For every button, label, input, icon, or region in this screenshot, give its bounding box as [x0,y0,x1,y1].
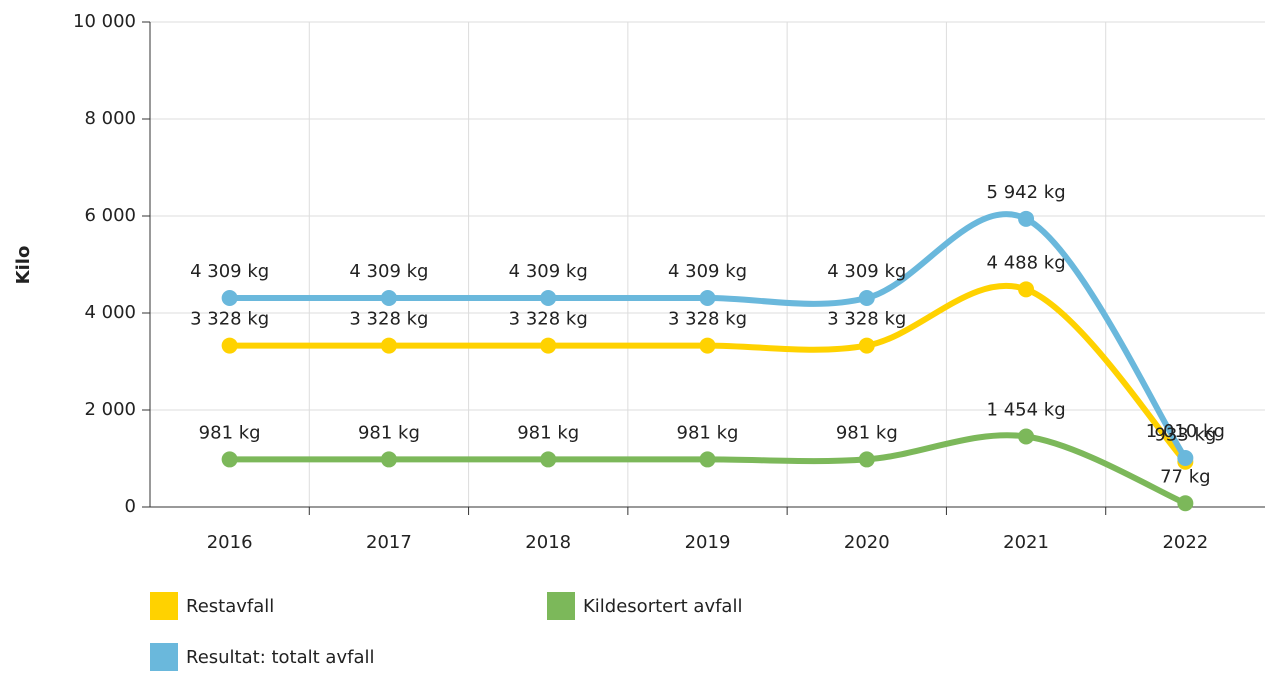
data-point [1018,210,1035,227]
x-tick-label: 2016 [207,532,253,553]
x-tick-label: 2018 [525,532,571,553]
legend-label: Resultat: totalt avfall [186,647,374,668]
data-label: 933 kg [1154,425,1216,446]
data-point [699,290,716,307]
x-tick-label: 2022 [1162,532,1208,553]
legend-label: Kildesortert avfall [583,596,742,617]
data-label: 981 kg [517,422,579,443]
data-label: 1 010 kg [1146,421,1225,442]
series-line [226,211,1189,462]
data-label: 77 kg [1160,466,1210,487]
y-tick-label: 10 000 [73,11,136,32]
data-label: 981 kg [836,422,898,443]
legend-swatch [150,592,178,620]
data-point [540,451,557,468]
data-point [1177,495,1194,512]
data-label: 4 309 kg [668,261,747,282]
y-tick-label: 4 000 [84,302,136,323]
data-label: 4 488 kg [987,252,1066,273]
x-tick-label: 2019 [685,532,731,553]
data-point [1018,281,1035,298]
data-label: 3 328 kg [668,309,747,330]
data-label: 5 942 kg [987,182,1066,203]
data-label: 3 328 kg [509,309,588,330]
data-label: 1 454 kg [987,399,1066,420]
data-label: 3 328 kg [190,309,269,330]
data-point [699,337,716,354]
data-point [380,290,397,307]
data-label: 981 kg [358,422,420,443]
data-point [221,337,238,354]
data-point [380,337,397,354]
data-point [858,451,875,468]
data-label: 3 328 kg [827,309,906,330]
data-point [1018,428,1035,445]
data-label: 981 kg [199,422,261,443]
data-point [858,337,875,354]
data-label: 3 328 kg [349,309,428,330]
data-point [380,451,397,468]
y-axis-label: Kilo [13,246,34,285]
data-label: 4 309 kg [349,261,428,282]
y-tick-label: 6 000 [84,205,136,226]
data-point [221,451,238,468]
x-tick-label: 2021 [1003,532,1049,553]
data-point [1177,450,1194,467]
legend-swatch [547,592,575,620]
data-point [858,290,875,307]
data-point [540,337,557,354]
x-tick-label: 2017 [366,532,412,553]
series-line [226,432,1189,507]
data-point [221,290,238,307]
data-point [699,451,716,468]
data-label: 981 kg [677,422,739,443]
data-label: 4 309 kg [509,261,588,282]
data-label: 4 309 kg [827,261,906,282]
y-tick-label: 0 [125,496,136,517]
y-tick-label: 2 000 [84,399,136,420]
data-point [540,290,557,307]
legend-swatch [150,643,178,671]
x-tick-label: 2020 [844,532,890,553]
y-tick-label: 8 000 [84,108,136,129]
legend-label: Restavfall [186,596,274,617]
data-label: 4 309 kg [190,261,269,282]
